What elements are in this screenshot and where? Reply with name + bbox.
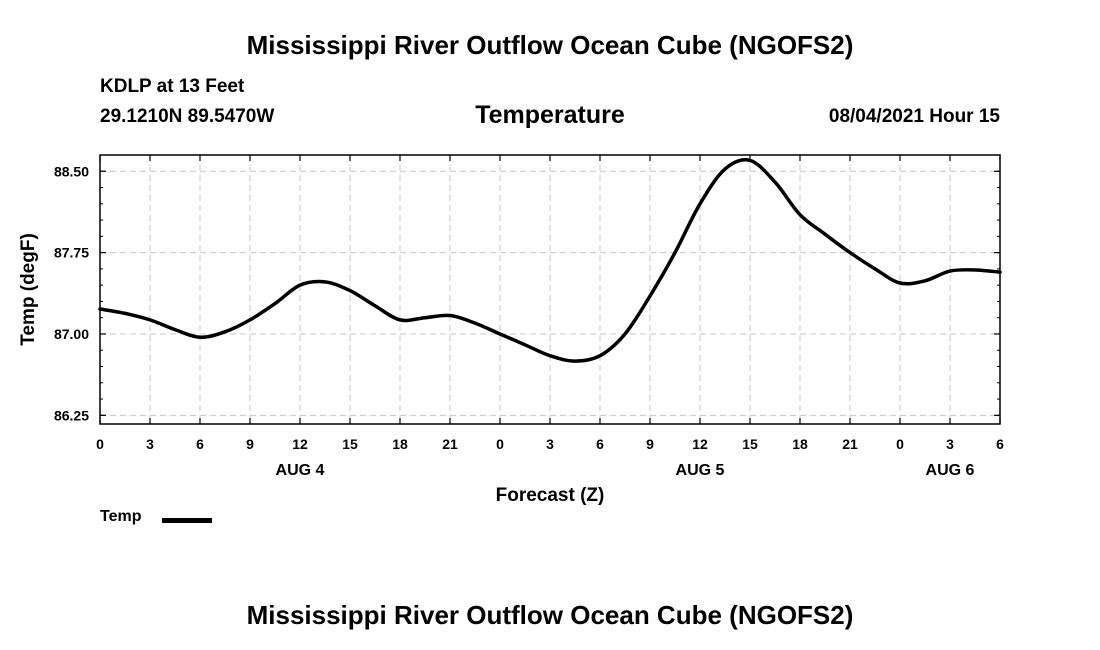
station-coordinates: 29.1210N 89.5470W: [100, 106, 275, 127]
grid-lines: [100, 155, 1000, 424]
x-tick-label: 18: [792, 436, 808, 452]
x-tick-label: 15: [742, 436, 758, 452]
footer-title: Mississippi River Outflow Ocean Cube (NG…: [246, 600, 854, 630]
x-tick-label: 6: [596, 436, 604, 452]
y-tick-label: 87.75: [54, 245, 89, 261]
x-tick-label: 3: [946, 436, 954, 452]
axis-layer: 0 3 6 9 12 15 18 21 0 3 6 9 12 15 18 21 0 3 6 AUG 4 AUG 5 AUG…: [54, 155, 1004, 479]
y-tick-label: 86.25: [54, 407, 89, 423]
x-tick-label: 12: [692, 436, 708, 452]
x-tick-label: 9: [246, 436, 254, 452]
station-label: KDLP at 13 Feet: [100, 76, 245, 97]
x-date-label: AUG 4: [276, 462, 325, 479]
x-tick-label: 12: [292, 436, 308, 452]
forecast-timestamp: 08/04/2021 Hour 15: [828, 106, 1000, 127]
y-tick-label: 88.50: [54, 163, 89, 179]
legend-label: Temp: [100, 508, 142, 525]
x-axis-label: Forecast (Z): [496, 485, 605, 506]
x-tick-label: 6: [196, 436, 204, 452]
x-tick-label: 0: [896, 436, 904, 452]
x-date-label: AUG 6: [926, 462, 975, 479]
x-tick-label: 9: [646, 436, 654, 452]
y-tick-label: 87.00: [54, 326, 89, 342]
x-tick-label: 15: [342, 436, 358, 452]
chart-title: Mississippi River Outflow Ocean Cube (NG…: [246, 30, 854, 60]
y-axis-label: Temp (degF): [18, 233, 39, 346]
x-tick-label: 18: [392, 436, 408, 452]
x-date-label: AUG 5: [676, 462, 725, 479]
series-layer: [98, 158, 1002, 363]
x-tick-label: 3: [146, 436, 154, 452]
x-tick-label: 21: [842, 436, 858, 452]
variable-title: Temperature: [475, 101, 625, 129]
x-tick-label: 3: [546, 436, 554, 452]
series-line-temp: [98, 158, 1002, 363]
x-tick-label: 0: [496, 436, 504, 452]
x-tick-label: 21: [442, 436, 458, 452]
x-tick-label: 6: [996, 436, 1004, 452]
x-tick-label: 0: [96, 436, 104, 452]
legend-swatch: [162, 518, 212, 523]
